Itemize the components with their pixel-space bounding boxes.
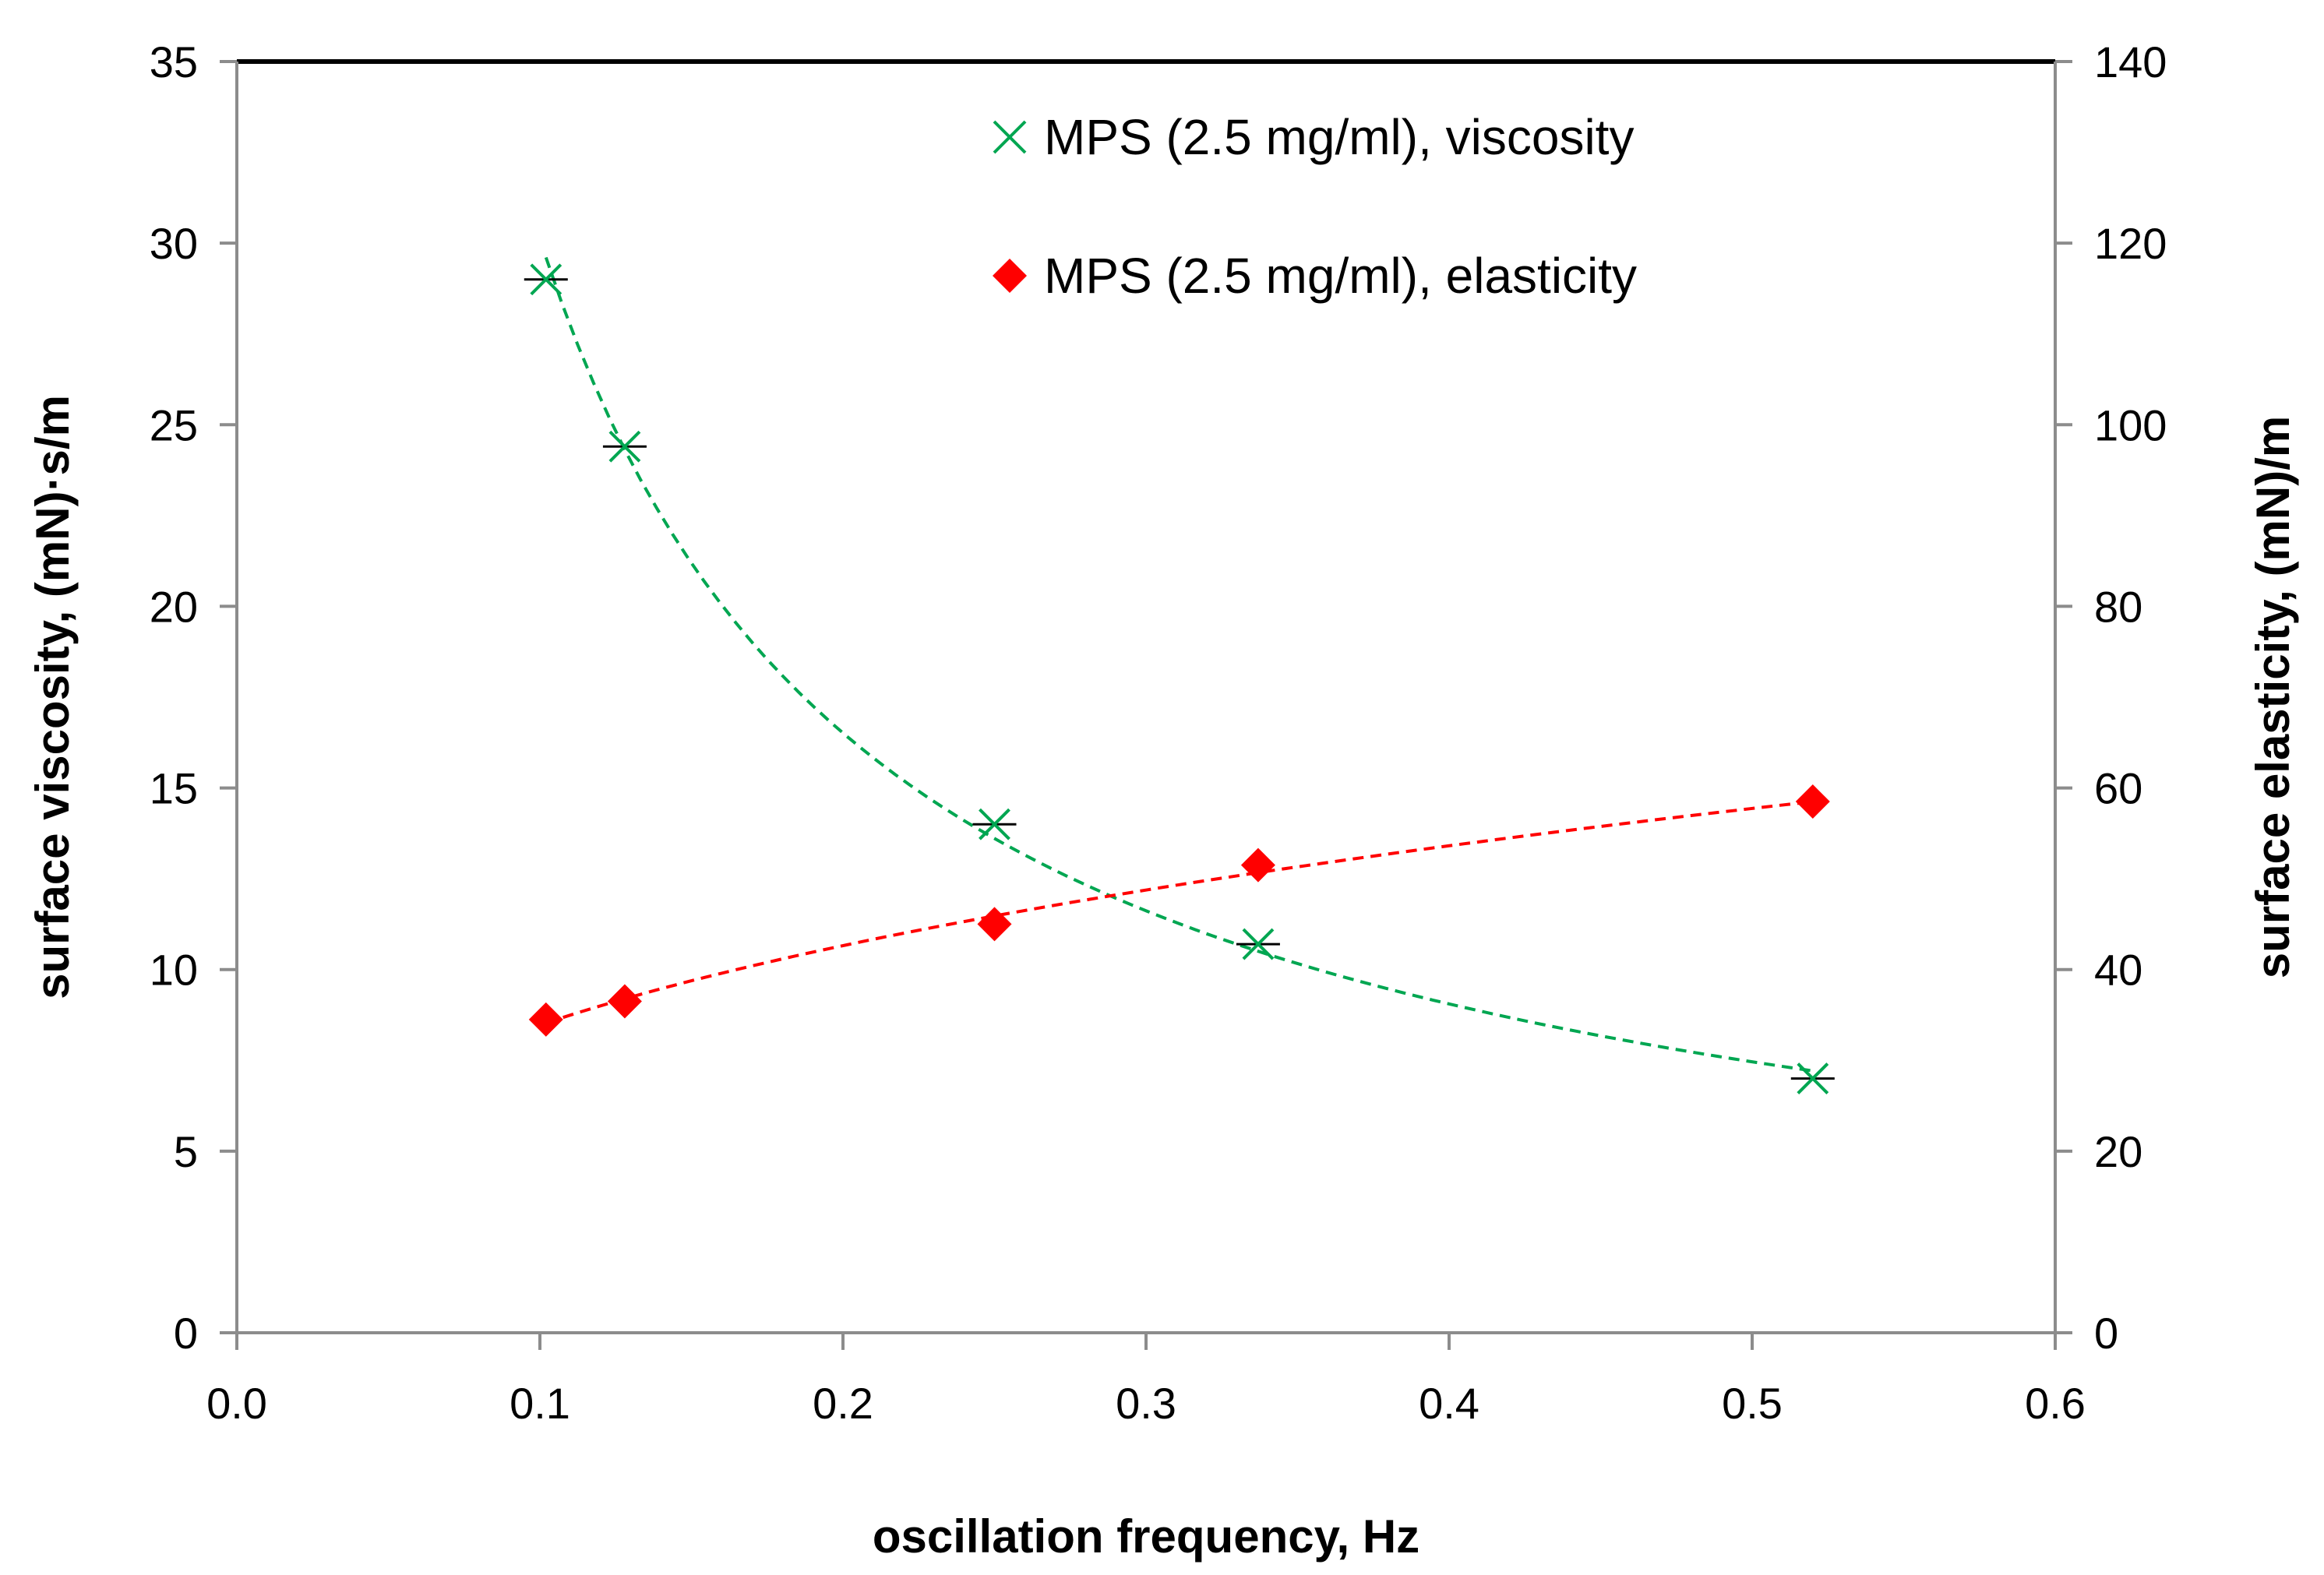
data-point-viscosity [524,263,568,296]
y-tick-label: 5 [174,1127,198,1176]
data-point-viscosity [1236,928,1280,960]
data-point-viscosity [972,808,1017,840]
legend-marker-elasticity [993,259,1027,293]
x-axis-title: oscillation frequency, Hz [873,1510,1419,1563]
x-tick-label: 0.3 [1116,1379,1176,1428]
y-tick-label: 20 [150,582,198,631]
y2-tick-label: 80 [2094,582,2142,631]
y-tick-label: 10 [150,946,198,995]
legend-label: MPS (2.5 mg/ml), viscosity [1044,109,1634,165]
y2-tick-label: 140 [2094,37,2167,86]
x-tick-label: 0.1 [510,1379,570,1428]
legend-marker-viscosity [993,120,1027,154]
x-tick-label: 0.2 [813,1379,873,1428]
y2-tick-label: 60 [2094,764,2142,813]
y-axis-title: surface viscosity, (mN)·s/m [26,395,79,999]
trendline-series-1 [545,800,1814,1025]
y2-tick-label: 20 [2094,1127,2142,1176]
x-tick-label: 0.0 [206,1379,267,1428]
y-tick-label: 0 [174,1309,198,1358]
legend: MPS (2.5 mg/ml), viscosity MPS (2.5 mg/ml… [993,109,1637,304]
y-tick-label: 30 [150,219,198,268]
x-tick-label: 0.4 [1419,1379,1479,1428]
y2-tick-label: 40 [2094,946,2142,995]
y-tick-label: 15 [150,764,198,813]
data-point-elasticity [607,984,642,1019]
y-tick-label: 25 [150,400,198,449]
y2-tick-label: 100 [2094,400,2167,449]
series-layer [524,256,1835,1095]
data-point-elasticity [528,1002,563,1037]
x-tick-label: 0.5 [1722,1379,1783,1428]
trendline-series-0 [544,256,1814,1073]
y-tick-label: 35 [150,37,198,86]
data-point-viscosity [602,430,647,463]
y2-tick-label: 120 [2094,219,2167,268]
data-point-elasticity [1240,847,1275,883]
legend-label: MPS (2.5 mg/ml), elasticity [1044,248,1637,304]
y2-tick-label: 0 [2094,1309,2118,1358]
data-point-elasticity [977,907,1012,942]
ticks: 0.0 0.1 0.2 0.3 0.4 0.5 0.60510152025303502040… [150,37,2167,1428]
data-point-viscosity [1790,1062,1835,1095]
data-point-elasticity [1795,784,1830,819]
x-tick-label: 0.6 [2025,1379,2086,1428]
y2-axis-title: surface elasticity, (mN)/m [2247,416,2299,979]
